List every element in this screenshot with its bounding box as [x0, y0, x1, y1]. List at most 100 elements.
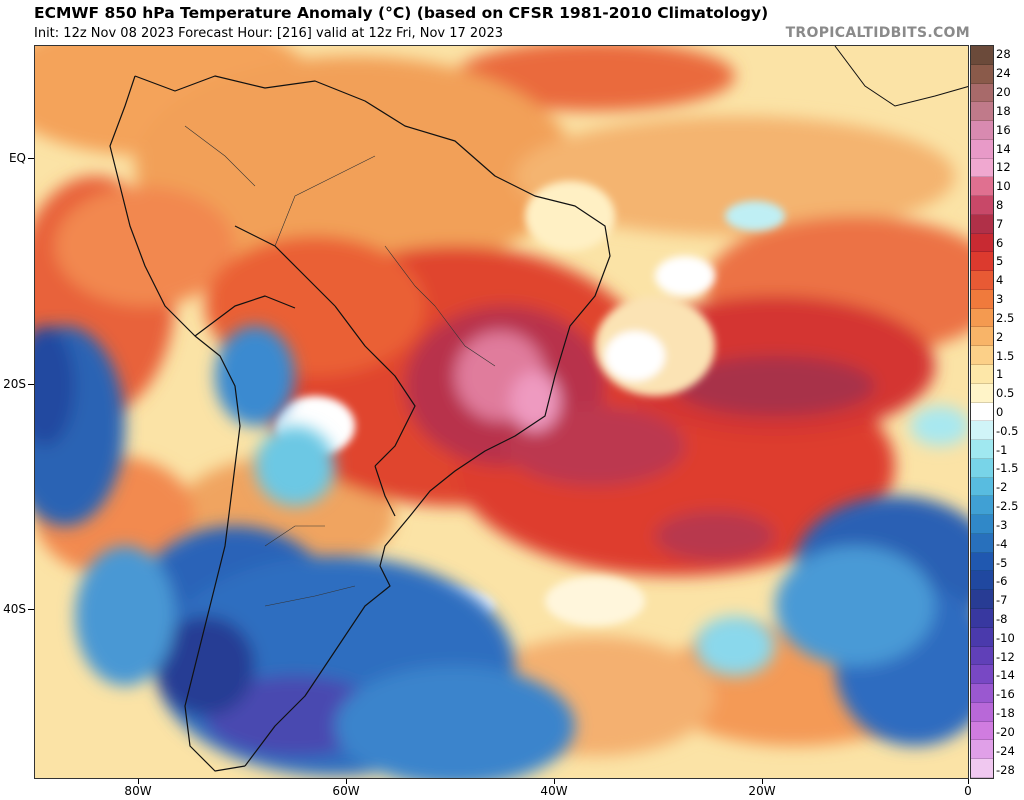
colorbar-label: -4	[996, 536, 1008, 551]
colorbar-label: -28	[996, 762, 1015, 777]
colorbar-swatch	[971, 421, 993, 441]
lat-tick	[28, 158, 34, 159]
colorbar-swatch	[971, 177, 993, 197]
colorbar-label: 2	[996, 329, 1004, 344]
colorbar-swatch	[971, 64, 993, 84]
colorbar-label: 0.5	[996, 386, 1015, 401]
colorbar-swatch	[971, 759, 993, 778]
colorbar-label: 5	[996, 254, 1004, 269]
colorbar-label: 18	[996, 103, 1011, 118]
colorbar-swatch	[971, 233, 993, 253]
colorbar-swatch	[971, 571, 993, 591]
lon-label-80w: 80W	[124, 784, 152, 798]
anomaly-map	[34, 45, 969, 779]
colorbar-label: -0.5	[996, 423, 1019, 438]
colorbar-swatch	[971, 608, 993, 628]
colorbar-swatch	[971, 740, 993, 760]
colorbar-swatch	[971, 721, 993, 741]
colorbar-label: -1	[996, 442, 1008, 457]
colorbar-swatch	[971, 139, 993, 159]
colorbar-label: -18	[996, 706, 1015, 721]
colorbar-swatch	[971, 271, 993, 290]
lat-tick	[28, 384, 34, 385]
colorbar-label: -2	[996, 480, 1008, 495]
colorbar-label: 7	[996, 216, 1004, 231]
colorbar	[970, 45, 994, 779]
colorbar-swatch	[971, 158, 993, 178]
colorbar-label: 2.5	[996, 310, 1015, 325]
colorbar-swatch	[971, 365, 993, 384]
colorbar-label: -7	[996, 593, 1008, 608]
colorbar-swatch	[971, 46, 993, 65]
colorbar-label: -1.5	[996, 461, 1019, 476]
colorbar-swatch	[971, 440, 993, 459]
colorbar-label: 1.5	[996, 348, 1015, 363]
colorbar-label: 12	[996, 160, 1011, 175]
chart-title: ECMWF 850 hPa Temperature Anomaly (°C) (…	[34, 4, 769, 22]
lon-label-0: 0	[964, 784, 972, 798]
colorbar-swatch	[971, 196, 993, 215]
colorbar-label: 24	[996, 66, 1011, 81]
colorbar-swatch	[971, 590, 993, 609]
lon-label-40w: 40W	[540, 784, 568, 798]
lon-tick	[346, 779, 347, 784]
colorbar-swatch	[971, 646, 993, 666]
colorbar-label: 28	[996, 47, 1011, 62]
colorbar-label: 10	[996, 179, 1011, 194]
colorbar-swatch	[971, 496, 993, 516]
colorbar-label: -12	[996, 649, 1015, 664]
colorbar-label: 14	[996, 141, 1011, 156]
lat-tick	[28, 609, 34, 610]
colorbar-swatch	[971, 515, 993, 534]
colorbar-swatch	[971, 102, 993, 122]
colorbar-label: -10	[996, 630, 1015, 645]
colorbar-swatch	[971, 477, 993, 497]
colorbar-swatch	[971, 252, 993, 272]
lon-label-20w: 20W	[748, 784, 776, 798]
colorbar-label: -6	[996, 574, 1008, 589]
colorbar-label: 0	[996, 405, 1004, 419]
colorbar-swatch	[971, 402, 993, 422]
colorbar-swatch	[971, 702, 993, 722]
colorbar-swatch	[971, 684, 993, 703]
colorbar-labels: 28 24 20 18 16 14 12 10 8 7 6 5 4 3 2.5 2 1.5 1 0.5 0 -0.5 -1…	[996, 45, 1024, 779]
lon-tick	[554, 779, 555, 784]
colorbar-swatch	[971, 121, 993, 140]
colorbar-label: -14	[996, 668, 1015, 683]
map-canvas	[35, 46, 968, 778]
colorbar-swatch	[971, 214, 993, 234]
colorbar-label: -20	[996, 724, 1015, 739]
lat-label-eq: EQ	[8, 151, 26, 165]
colorbar-label: -24	[996, 743, 1015, 758]
colorbar-swatch	[971, 346, 993, 366]
colorbar-label: -3	[996, 517, 1008, 532]
lon-label-60w: 60W	[332, 784, 360, 798]
colorbar-label: -8	[996, 612, 1008, 627]
colorbar-swatch	[971, 458, 993, 478]
lon-tick	[138, 779, 139, 784]
colorbar-swatch	[971, 665, 993, 685]
chart-subtitle: Init: 12z Nov 08 2023 Forecast Hour: [21…	[34, 26, 503, 41]
colorbar-label: -5	[996, 555, 1008, 570]
colorbar-label: 8	[996, 197, 1004, 212]
colorbar-swatch	[971, 383, 993, 403]
colorbar-label: 4	[996, 273, 1004, 288]
colorbar-swatch	[971, 552, 993, 572]
colorbar-label: -16	[996, 687, 1015, 702]
colorbar-swatch	[971, 83, 993, 103]
colorbar-swatch	[971, 327, 993, 347]
colorbar-swatch	[971, 533, 993, 553]
lat-label-20s: 20S	[3, 377, 26, 391]
colorbar-swatch	[971, 627, 993, 647]
lon-tick	[968, 779, 969, 784]
colorbar-swatch	[971, 308, 993, 328]
lon-tick	[762, 779, 763, 784]
colorbar-label: 16	[996, 122, 1011, 137]
colorbar-swatch	[971, 289, 993, 309]
credit-label: TROPICALTIDBITS.COM	[785, 25, 970, 41]
colorbar-label: 3	[996, 292, 1004, 307]
colorbar-label: 6	[996, 235, 1004, 250]
colorbar-label: 20	[996, 85, 1011, 100]
lat-label-40s: 40S	[3, 602, 26, 616]
colorbar-label: 1	[996, 367, 1004, 382]
